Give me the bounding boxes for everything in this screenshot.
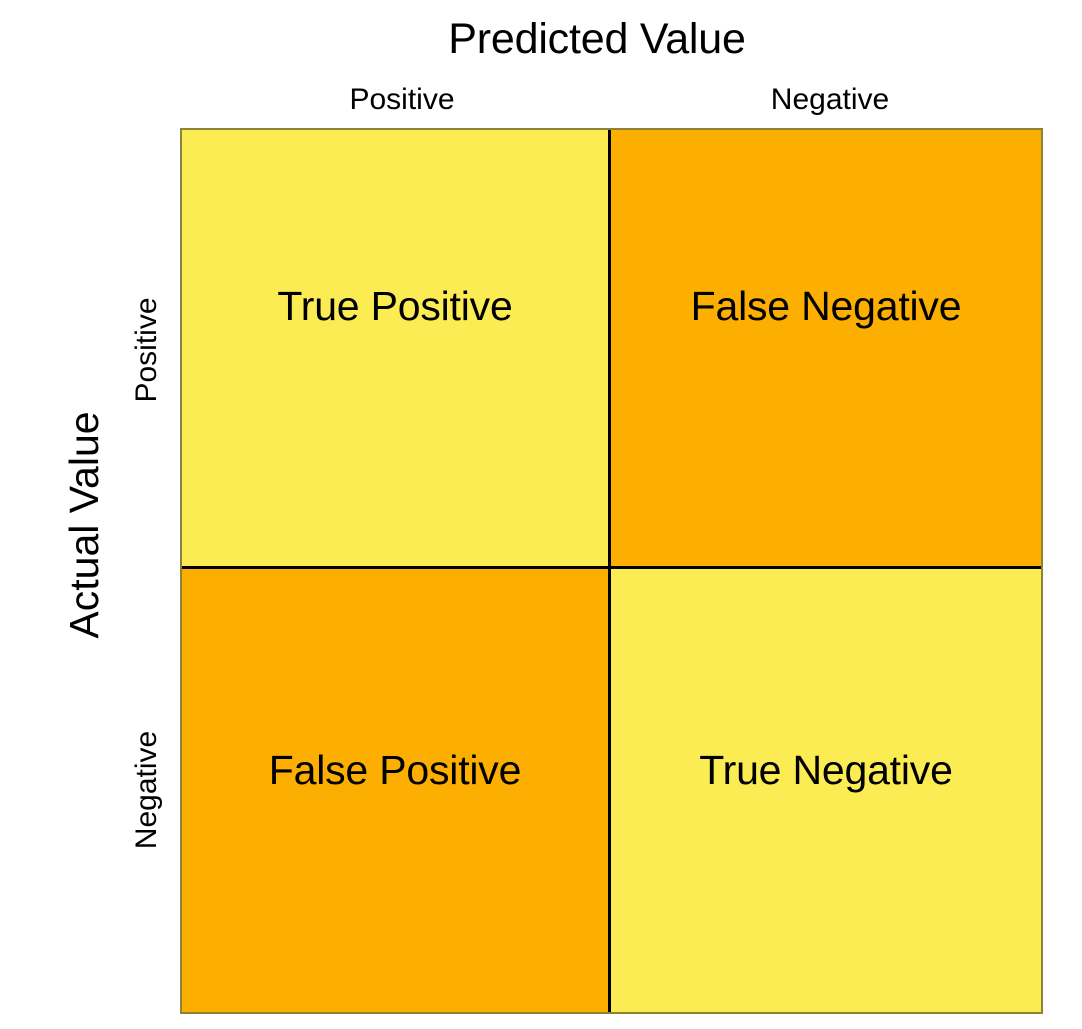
matrix-cell-true-negative: True Negative — [611, 569, 1041, 1012]
row-header-positive: Positive — [130, 297, 163, 403]
matrix-cell-false-positive: False Positive — [182, 569, 611, 1012]
row-header-negative: Negative — [130, 730, 163, 850]
matrix-cell-false-negative-label: False Negative — [690, 283, 962, 329]
column-header-negative: Negative — [770, 83, 890, 116]
matrix-cell-true-positive-label: True Positive — [277, 283, 513, 329]
actual-value-axis-title: Actual Value — [61, 411, 107, 639]
matrix-cell-false-positive-label: False Positive — [268, 746, 522, 793]
matrix-cell-true-positive: True Positive — [182, 130, 611, 569]
column-header-positive: Positive — [349, 83, 455, 116]
predicted-value-axis-title-text: Predicted Value — [448, 15, 746, 63]
predicted-value-axis-title: Predicted Value — [0, 14, 1082, 64]
matrix-cell-true-negative-label: True Negative — [699, 746, 953, 793]
matrix-grid: True Positive False Negative False Posit… — [180, 128, 1043, 1014]
matrix-cell-false-negative: False Negative — [611, 130, 1041, 569]
